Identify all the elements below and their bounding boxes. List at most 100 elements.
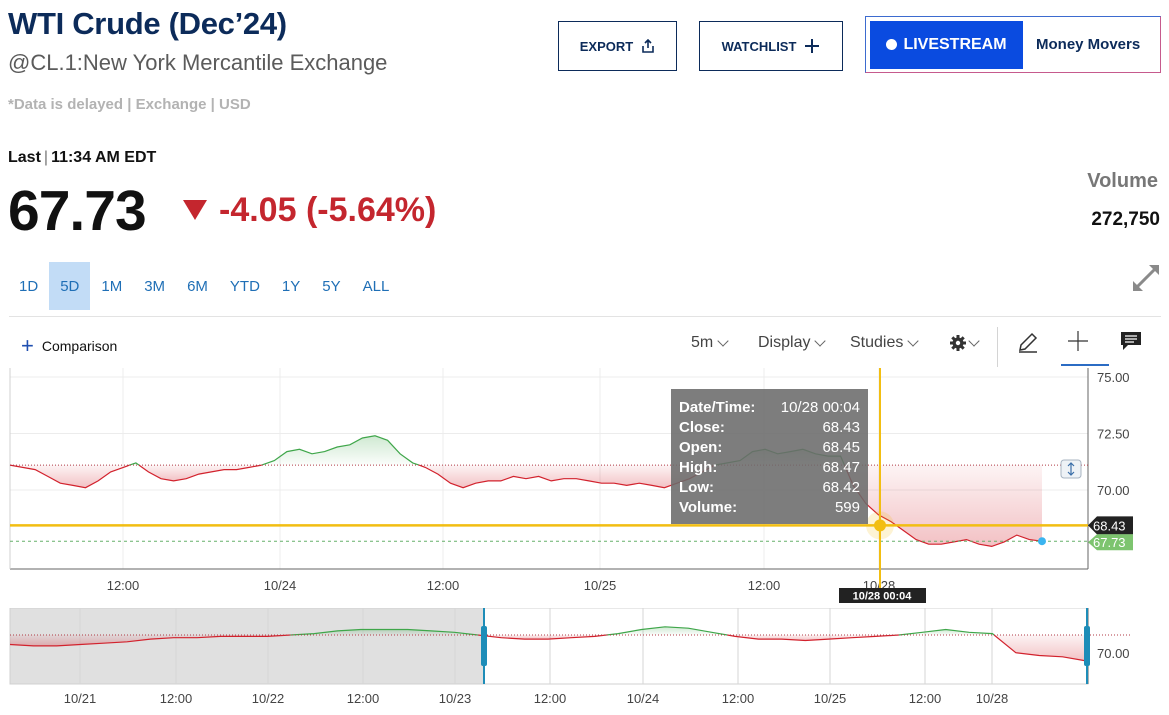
series-line-down <box>843 464 1043 548</box>
range-1d[interactable]: 1D <box>19 277 39 295</box>
display-label: Display <box>758 334 811 351</box>
y-tick-label: 72.50 <box>1097 426 1130 441</box>
tooltip-label: Close: <box>679 419 725 436</box>
x-tick-label: 12:00 <box>748 578 781 593</box>
range-3m[interactable]: 3M <box>144 277 166 295</box>
display-dropdown[interactable]: Display <box>758 334 827 352</box>
comment-icon[interactable] <box>1120 331 1142 351</box>
live-dot-icon <box>886 39 898 50</box>
series-area-up <box>898 629 995 635</box>
page-title: WTI Crude (Dec’24) <box>8 6 287 41</box>
series-line-up <box>129 462 140 466</box>
watchlist-button[interactable]: WATCHLIST <box>699 21 843 71</box>
tooltip-label: Date/Time: <box>679 399 755 416</box>
range-1y[interactable]: 1Y <box>281 277 301 295</box>
share-icon <box>642 39 655 53</box>
settings-dropdown[interactable] <box>949 334 980 352</box>
interval-dropdown[interactable]: 5m <box>691 334 729 352</box>
last-price: 67.73 <box>8 179 147 243</box>
x-tick-label: 10/24 <box>264 578 297 593</box>
crosshair-time-label: 10/28 00:04 <box>853 591 913 603</box>
range-selector: 1D 5D 1M 3M 6M YTD 1Y 5Y ALL <box>8 262 400 310</box>
expand-icon[interactable] <box>1130 262 1162 294</box>
series-area-down <box>10 635 291 646</box>
comparison-button[interactable]: + Comparison <box>21 333 117 358</box>
crosshair-time-badge <box>839 588 926 603</box>
chevron-down-icon <box>717 335 729 347</box>
last-time: 11:34 AM EDT <box>51 149 157 166</box>
last-price-badge <box>1088 534 1133 551</box>
range-5y[interactable]: 5Y <box>322 277 341 295</box>
x-tick-label: 12:00 <box>534 691 567 706</box>
range-1m[interactable]: 1M <box>101 277 123 295</box>
series-line-down <box>9 464 130 489</box>
delayed-note: *Data is delayed | Exchange | USD <box>8 96 251 113</box>
series-line-up <box>261 435 420 466</box>
tooltip-value: 10/28 00:04 <box>781 399 860 416</box>
series-area-down <box>419 465 715 488</box>
range-5d[interactable]: 5D <box>49 262 91 310</box>
volume-value: 272,750 <box>1091 209 1160 230</box>
gear-icon <box>950 335 966 351</box>
updown-arrows-icon <box>1067 462 1075 476</box>
navigator-chart[interactable]: 10/21 12:00 10/22 12:00 10/23 12:00 10/24 12:00… <box>0 608 1169 715</box>
x-tick-label: 12:00 <box>160 691 193 706</box>
x-tick-label: 10/25 <box>584 578 617 593</box>
down-arrow-icon <box>183 200 207 220</box>
ohlc-tooltip: Date/Time: 10/28 00:04 Close: 68.43 Open: 68.… <box>671 389 868 524</box>
x-tick-label: 12:00 <box>909 691 942 706</box>
navigator-left-handle[interactable] <box>481 626 487 666</box>
tooltip-label: Volume: <box>679 499 737 516</box>
x-tick-label: 12:00 <box>722 691 755 706</box>
crosshair-value-label: 68.43 <box>1093 518 1126 533</box>
last-price-dot <box>1038 537 1046 546</box>
export-button[interactable]: EXPORT <box>558 21 677 71</box>
last-price-label: 67.73 <box>1093 535 1126 550</box>
range-ytd[interactable]: YTD <box>229 277 260 295</box>
tooltip-value: 599 <box>835 499 860 516</box>
volume-label: Volume <box>1087 170 1158 192</box>
y-tick-label: 70.00 <box>1097 646 1130 661</box>
series-line-down <box>138 464 262 482</box>
livestream-label: LIVESTREAM <box>903 35 1007 53</box>
x-tick-label: 10/24 <box>627 691 660 706</box>
watchlist-label: WATCHLIST <box>721 38 797 54</box>
series-area-down <box>994 635 1086 661</box>
crosshair-icon[interactable] <box>1067 330 1089 352</box>
price-change: -4.05 (-5.64%) <box>219 191 437 229</box>
money-movers-link[interactable]: Money Movers <box>1036 36 1141 53</box>
export-label: EXPORT <box>579 38 634 54</box>
last-label: Last <box>8 149 41 166</box>
crosshair-point <box>874 519 886 532</box>
live-panel: LIVESTREAM Money Movers <box>865 16 1161 73</box>
x-tick-label: 12:00 <box>347 691 380 706</box>
series-line-up <box>898 628 995 636</box>
interval-label: 5m <box>691 334 714 351</box>
range-6m[interactable]: 6M <box>187 277 208 295</box>
x-tick-label: 12:00 <box>107 578 140 593</box>
main-chart[interactable]: 75.00 72.50 70.00 12:00 10/24 12:00 10/25 12:00… <box>0 368 1169 608</box>
toolbar-divider <box>9 316 1161 317</box>
series-area-down <box>10 465 130 488</box>
range-all[interactable]: ALL <box>362 277 390 295</box>
x-tick-label: 10/21 <box>64 691 97 706</box>
series-area-up <box>606 626 728 635</box>
tooltip-value: 68.42 <box>822 479 860 496</box>
series-line-up <box>606 626 728 636</box>
y-tick-label: 70.00 <box>1097 483 1130 498</box>
studies-dropdown[interactable]: Studies <box>850 334 920 352</box>
studies-label: Studies <box>850 334 904 351</box>
livestream-button[interactable]: LIVESTREAM <box>870 20 1023 69</box>
chevron-down-icon <box>907 335 920 347</box>
chevron-down-icon <box>814 335 827 347</box>
series-area-down <box>727 635 899 641</box>
x-tick-label: 10/22 <box>252 691 285 706</box>
series-line-down <box>993 634 1087 662</box>
plus-icon <box>805 39 820 53</box>
tooltip-label: Low: <box>679 479 714 496</box>
pencil-icon[interactable] <box>1016 330 1040 354</box>
last-updated: Last | 11:34 AM EDT <box>8 149 157 166</box>
plus-icon: + <box>21 333 34 358</box>
navigator-right-handle[interactable] <box>1084 626 1090 666</box>
tooltip-label: High: <box>679 459 717 476</box>
